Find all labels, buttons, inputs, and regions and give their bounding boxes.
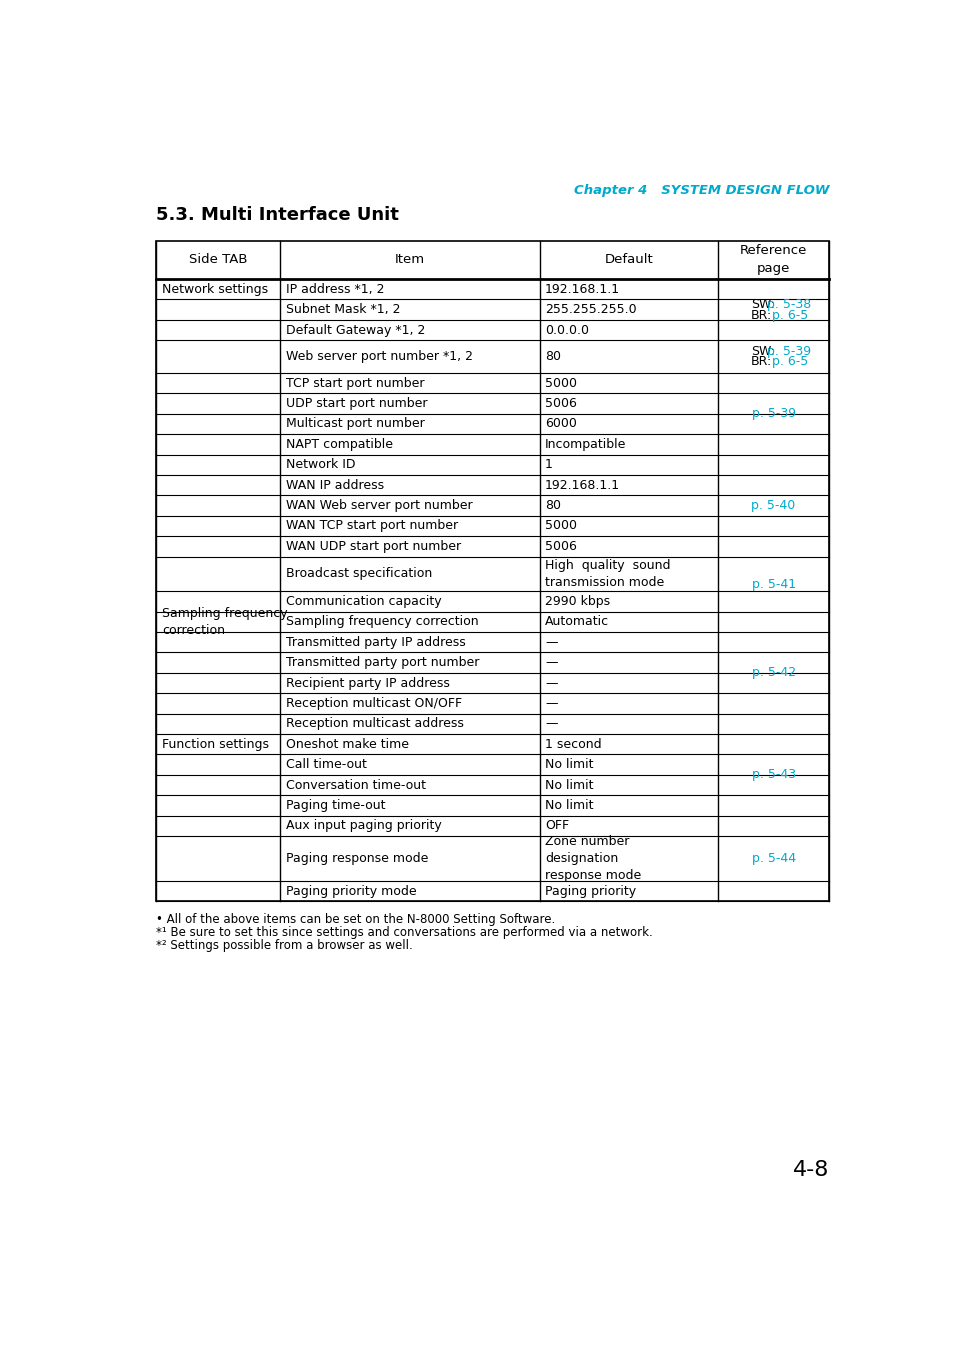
Text: Default Gateway *1, 2: Default Gateway *1, 2 (285, 324, 425, 336)
Text: —: — (544, 656, 557, 670)
Text: p. 5-39: p. 5-39 (766, 344, 811, 358)
Text: Paging priority: Paging priority (544, 884, 636, 898)
Text: —: — (544, 676, 557, 690)
Text: Function settings: Function settings (162, 737, 269, 751)
Text: Reception multicast address: Reception multicast address (285, 717, 463, 730)
Text: Multicast port number: Multicast port number (285, 417, 424, 431)
Text: IP address *1, 2: IP address *1, 2 (285, 282, 384, 296)
Text: Broadcast specification: Broadcast specification (285, 567, 432, 580)
Text: BR:: BR: (750, 309, 771, 321)
Text: Item: Item (395, 254, 424, 266)
Text: WAN TCP start port number: WAN TCP start port number (285, 520, 457, 532)
Text: 2990 kbps: 2990 kbps (544, 595, 610, 608)
Text: 192.168.1.1: 192.168.1.1 (544, 479, 619, 491)
Text: No limit: No limit (544, 799, 593, 811)
Text: Paging time-out: Paging time-out (285, 799, 385, 811)
Text: 6000: 6000 (544, 417, 577, 431)
Text: Transmitted party port number: Transmitted party port number (285, 656, 478, 670)
Text: Zone number
designation
response mode: Zone number designation response mode (544, 836, 640, 882)
Text: Chapter 4   SYSTEM DESIGN FLOW: Chapter 4 SYSTEM DESIGN FLOW (573, 184, 828, 197)
Text: *¹ Be sure to set this since settings and conversations are performed via a netw: *¹ Be sure to set this since settings an… (155, 926, 652, 940)
Text: SW:: SW: (750, 344, 774, 358)
Text: Incompatible: Incompatible (544, 437, 626, 451)
Text: UDP start port number: UDP start port number (285, 397, 427, 410)
Text: TCP start port number: TCP start port number (285, 377, 424, 390)
Text: Reference
page: Reference page (740, 244, 806, 275)
Text: WAN IP address: WAN IP address (285, 479, 383, 491)
Text: 5000: 5000 (544, 377, 577, 390)
Text: 80: 80 (544, 500, 560, 512)
Text: Network settings: Network settings (162, 282, 268, 296)
Text: 5000: 5000 (544, 520, 577, 532)
Text: WAN Web server port number: WAN Web server port number (285, 500, 472, 512)
Text: Paging priority mode: Paging priority mode (285, 884, 416, 898)
Text: Sampling frequency
correction: Sampling frequency correction (162, 608, 287, 637)
Text: 192.168.1.1: 192.168.1.1 (544, 282, 619, 296)
Text: Network ID: Network ID (285, 458, 355, 471)
Text: 80: 80 (544, 350, 560, 363)
Text: Communication capacity: Communication capacity (285, 595, 441, 608)
Text: NAPT compatible: NAPT compatible (285, 437, 393, 451)
Text: Default: Default (604, 254, 653, 266)
Text: WAN UDP start port number: WAN UDP start port number (285, 540, 460, 553)
Text: Web server port number *1, 2: Web server port number *1, 2 (285, 350, 472, 363)
Text: p. 5-39: p. 5-39 (751, 408, 795, 420)
Text: p. 5-43: p. 5-43 (751, 768, 795, 782)
Text: 5006: 5006 (544, 540, 577, 553)
Text: Transmitted party IP address: Transmitted party IP address (285, 636, 465, 649)
Text: Subnet Mask *1, 2: Subnet Mask *1, 2 (285, 304, 399, 316)
Text: • All of the above items can be set on the N-8000 Setting Software.: • All of the above items can be set on t… (155, 913, 555, 926)
Text: p. 5-38: p. 5-38 (766, 298, 811, 311)
Text: 4-8: 4-8 (792, 1160, 828, 1180)
Text: 5006: 5006 (544, 397, 577, 410)
Text: p. 5-42: p. 5-42 (751, 667, 795, 679)
Text: Side TAB: Side TAB (189, 254, 247, 266)
Text: Conversation time-out: Conversation time-out (285, 779, 425, 791)
Text: Aux input paging priority: Aux input paging priority (285, 819, 441, 833)
Text: Reception multicast ON/OFF: Reception multicast ON/OFF (285, 697, 461, 710)
Text: 255.255.255.0: 255.255.255.0 (544, 304, 636, 316)
Text: 5.3. Multi Interface Unit: 5.3. Multi Interface Unit (155, 207, 398, 224)
Text: p. 5-40: p. 5-40 (751, 500, 795, 512)
Text: No limit: No limit (544, 759, 593, 771)
Text: *² Settings possible from a browser as well.: *² Settings possible from a browser as w… (155, 940, 412, 952)
Text: p. 6-5: p. 6-5 (771, 355, 807, 369)
Text: 1: 1 (544, 458, 553, 471)
Text: Sampling frequency correction: Sampling frequency correction (285, 616, 477, 628)
Text: Automatic: Automatic (544, 616, 608, 628)
Text: —: — (544, 717, 557, 730)
Bar (155, 240, 828, 902)
Text: 0.0.0.0: 0.0.0.0 (544, 324, 588, 336)
Text: —: — (544, 636, 557, 649)
Text: p. 5-41: p. 5-41 (751, 578, 795, 590)
Text: p. 6-5: p. 6-5 (771, 309, 807, 321)
Text: 1 second: 1 second (544, 737, 601, 751)
Text: Paging response mode: Paging response mode (285, 852, 428, 865)
Text: BR:: BR: (750, 355, 771, 369)
Text: SW:: SW: (750, 298, 774, 311)
Text: —: — (544, 697, 557, 710)
Text: OFF: OFF (544, 819, 569, 833)
Text: No limit: No limit (544, 779, 593, 791)
Text: Call time-out: Call time-out (285, 759, 366, 771)
Text: p. 5-44: p. 5-44 (751, 852, 795, 865)
Text: Oneshot make time: Oneshot make time (285, 737, 408, 751)
Text: High  quality  sound
transmission mode: High quality sound transmission mode (544, 559, 670, 589)
Text: Recipient party IP address: Recipient party IP address (285, 676, 449, 690)
